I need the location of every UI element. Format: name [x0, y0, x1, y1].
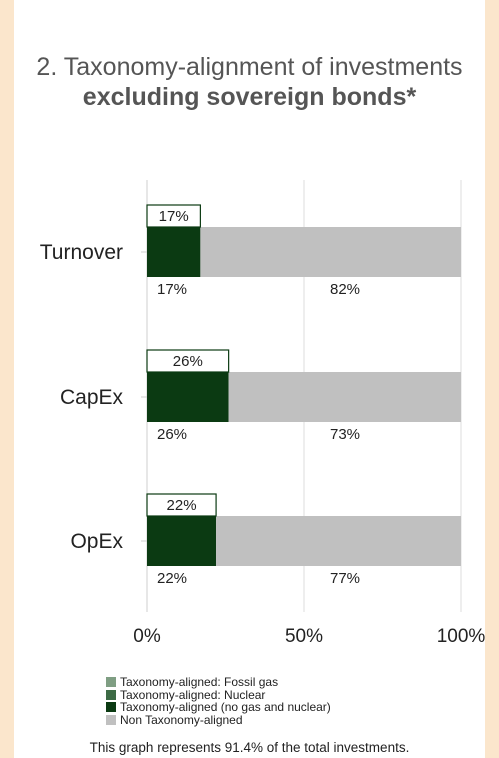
- legend-label-2: Taxonomy-aligned (no gas and nuclear): [120, 700, 331, 714]
- chart-title-plain: 2. Taxonomy-alignment of investments: [36, 53, 463, 81]
- chart-footnote: This graph represents 91.4% of the total…: [89, 740, 410, 755]
- legend-label-0: Taxonomy-aligned: Fossil gas: [120, 675, 279, 689]
- legend-item-0: Taxonomy-aligned: Fossil gas: [106, 676, 331, 689]
- category-label-turnover: Turnover: [40, 241, 123, 264]
- bar-turnover-series-2: [147, 227, 201, 277]
- legend-swatch-1: [106, 689, 116, 700]
- non-aligned-value-label-capex: 73%: [330, 426, 360, 443]
- aligned-value-label-turnover: 17%: [157, 281, 187, 298]
- x-tick-label-0: 0%: [133, 626, 161, 647]
- bar-capex-series-3: [228, 372, 461, 422]
- x-tick-label-100: 100%: [437, 626, 486, 647]
- legend-swatch-3: [106, 714, 116, 725]
- callout-label-opex: 22%: [167, 497, 197, 514]
- category-label-opex: OpEx: [70, 530, 123, 553]
- bar-turnover-series-3: [200, 227, 461, 277]
- chart-legend: Taxonomy-aligned: Fossil gas Taxonomy-ali…: [106, 676, 331, 726]
- callout-box-opex: [146, 493, 217, 517]
- bar-opex-series-3: [216, 516, 461, 566]
- bar-capex-series-2: [147, 372, 229, 422]
- non-aligned-value-label-turnover: 82%: [330, 281, 360, 298]
- legend-label-1: Taxonomy-aligned: Nuclear: [120, 687, 266, 702]
- callout-box-capex: [146, 349, 230, 373]
- callout-box-turnover: [146, 204, 201, 228]
- bar-chart: 0% 50% 100% Turnover 17% 17% 82% CapEx 26% 26% 73%…: [40, 180, 486, 647]
- aligned-value-label-opex: 22%: [157, 570, 187, 587]
- legend-item-2: Taxonomy-aligned (no gas and nuclear): [106, 701, 331, 714]
- callout-label-turnover: 17%: [159, 208, 189, 225]
- legend-swatch-0: [106, 677, 116, 688]
- category-label-capex: CapEx: [60, 386, 124, 409]
- legend-swatch-2: [106, 702, 116, 713]
- legend-item-3: Non Taxonomy-aligned: [106, 712, 331, 727]
- aligned-value-label-capex: 26%: [157, 426, 187, 443]
- legend-item-1: Taxonomy-aligned: Nuclear: [106, 687, 331, 702]
- non-aligned-value-label-opex: 77%: [330, 570, 360, 587]
- callout-label-capex: 26%: [173, 353, 203, 370]
- legend-label-3: Non Taxonomy-aligned: [120, 712, 243, 727]
- chart-title: 2. Taxonomy-alignment of investments exc…: [14, 52, 485, 112]
- bar-opex-series-2: [147, 516, 217, 566]
- x-tick-label-50: 50%: [285, 626, 323, 647]
- chart-title-bold: excluding sovereign bonds*: [82, 83, 417, 111]
